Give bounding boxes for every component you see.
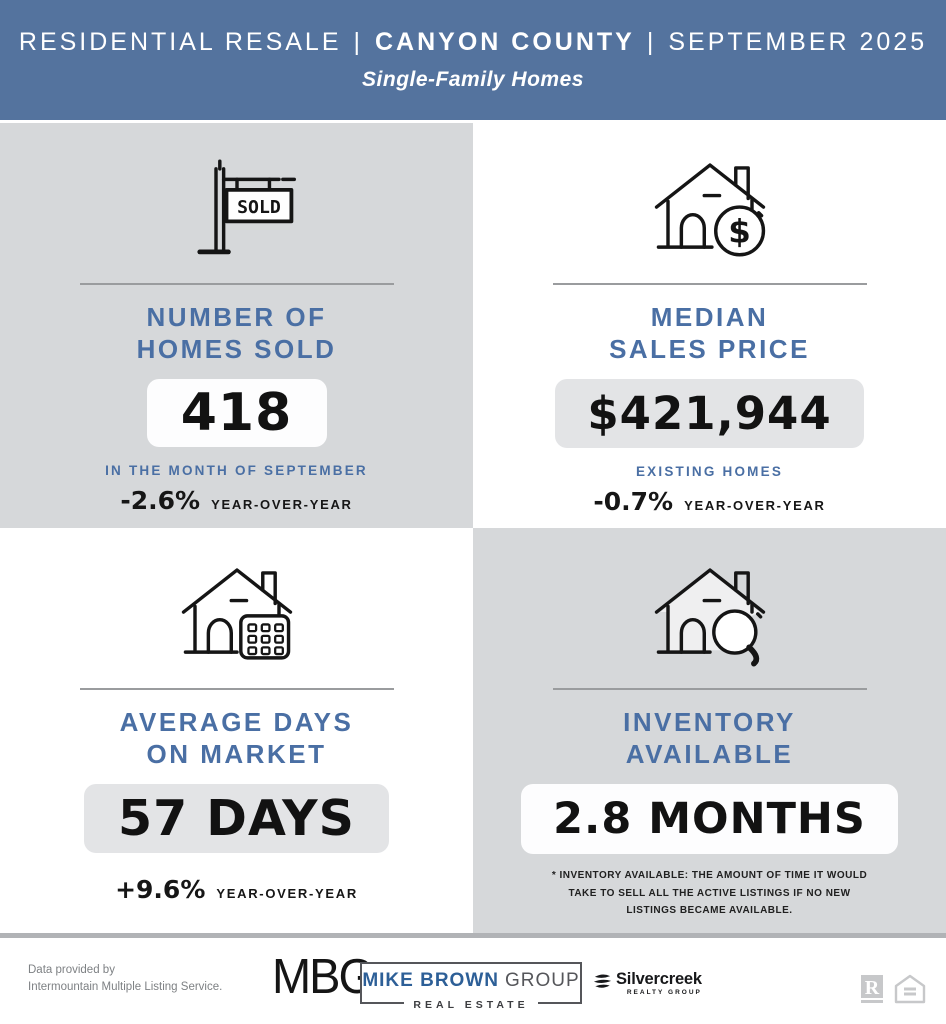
brand-name-primary: MIKE BROWN	[362, 970, 499, 991]
house-calendar-icon	[174, 554, 300, 672]
yoy-label: YEAR-OVER-YEAR	[211, 497, 353, 513]
stat-value: 418	[180, 383, 293, 444]
brand-name-secondary: GROUP	[504, 970, 580, 991]
title-segment-report: RESIDENTIAL RESALE	[18, 28, 342, 56]
footer: Data provided by Intermountain Multiple …	[0, 938, 946, 1024]
card-title-line1: NUMBER OF	[146, 302, 327, 332]
header-divider	[0, 120, 946, 123]
stat-value-box: 2.8 MONTHS	[521, 784, 898, 855]
globe-icon	[592, 971, 613, 997]
yoy-label: YEAR-OVER-YEAR	[684, 498, 826, 514]
silvercreek-text: Silvercreek REALTY GROUP	[616, 971, 702, 996]
card-title: NUMBER OF HOMES SOLD	[137, 302, 337, 365]
brand-name: MIKE BROWN GROUP	[362, 970, 580, 992]
sold-sign-icon: SOLD	[174, 149, 300, 267]
card-title: AVERAGE DAYS ON MARKET	[120, 707, 354, 770]
realtor-letter: R	[865, 977, 880, 999]
data-attribution-line2: Intermountain Multiple Listing Service.	[28, 981, 223, 994]
realtor-icon: R	[860, 974, 884, 1009]
card-title-line1: INVENTORY	[623, 707, 796, 737]
stat-subtitle: IN THE MONTH OF SEPTEMBER	[105, 463, 368, 479]
title-pipe: |	[353, 28, 363, 56]
silvercreek-subtitle: REALTY GROUP	[626, 988, 702, 996]
card-divider	[552, 688, 867, 690]
sold-sign-text: SOLD	[237, 197, 281, 218]
dollar-sign-text: $	[728, 212, 751, 250]
page-title: RESIDENTIAL RESALE | CANYON COUNTY | SEPTEMB…	[19, 28, 927, 57]
card-title-line1: AVERAGE DAYS	[119, 707, 354, 737]
card-title: INVENTORY AVAILABLE	[623, 707, 796, 770]
brand-tagline-row: REAL ESTATE	[362, 999, 580, 1011]
yoy-value: +9.6%	[115, 875, 206, 905]
stat-value-box: 418	[146, 379, 327, 448]
stat-subtitle: EXISTING HOMES	[635, 464, 784, 480]
card-title-line2: SALES PRICE	[609, 333, 810, 364]
house-dollar-icon: $	[647, 149, 773, 267]
yoy-row: -0.7% YEAR-OVER-YEAR	[593, 487, 825, 516]
silvercreek-name: Silvercreek	[616, 970, 702, 988]
disclaimer-line: LISTINGS BECAME AVAILABLE.	[626, 905, 793, 917]
title-segment-county: CANYON COUNTY	[375, 28, 635, 56]
page-subtitle: Single-Family Homes	[362, 68, 584, 91]
yoy-row: +9.6% YEAR-OVER-YEAR	[115, 875, 358, 904]
disclaimer-line: * INVENTORY AVAILABLE: THE AMOUNT OF TIM…	[551, 870, 868, 882]
title-pipe: |	[646, 28, 657, 56]
homes-sold-card: SOLD NUMBER OF HOMES SOLD 418 IN THE MON…	[0, 123, 473, 528]
yoy-value: -2.6%	[120, 486, 201, 516]
stat-value: $421,944	[587, 387, 832, 441]
stat-value: 2.8 MONTHS	[553, 794, 866, 845]
footer-divider	[0, 933, 946, 938]
header-banner: RESIDENTIAL RESALE | CANYON COUNTY | SEPTEMB…	[0, 0, 946, 120]
yoy-label: YEAR-OVER-YEAR	[216, 886, 358, 902]
inventory-disclaimer: * INVENTORY AVAILABLE: THE AMOUNT OF TIM…	[552, 867, 867, 920]
card-divider	[79, 283, 394, 285]
data-attribution: Data provided by Intermountain Multiple …	[28, 962, 222, 997]
card-divider	[79, 688, 394, 690]
yoy-row: -2.6% YEAR-OVER-YEAR	[120, 486, 352, 515]
card-title: MEDIAN SALES PRICE	[609, 302, 810, 365]
equal-housing-icon	[894, 974, 926, 1009]
stat-value: 57 DAYS	[118, 790, 355, 848]
days-on-market-card: AVERAGE DAYS ON MARKET 57 DAYS +9.6% YEA…	[0, 528, 473, 933]
card-title-line2: ON MARKET	[146, 738, 327, 769]
disclaimer-line: TAKE TO SELL ALL THE ACTIVE LISTINGS IF …	[568, 887, 851, 899]
inventory-card: INVENTORY AVAILABLE 2.8 MONTHS * INVENTO…	[473, 528, 946, 933]
brand-tagline: REAL ESTATE	[404, 999, 538, 1011]
certification-icons: R	[860, 974, 926, 1009]
mike-brown-group-logo: MIKE BROWN GROUP REAL ESTATE	[360, 962, 582, 1011]
stats-grid: SOLD NUMBER OF HOMES SOLD 418 IN THE MON…	[0, 123, 946, 933]
mbg-logo: MBG	[272, 947, 375, 1004]
stat-value-box: $421,944	[555, 379, 864, 449]
card-title-line2: HOMES SOLD	[136, 333, 337, 364]
title-segment-month: SEPTEMBER 2025	[668, 28, 928, 56]
card-title-line1: MEDIAN	[650, 302, 769, 332]
median-price-card: $ MEDIAN SALES PRICE $421,944 EXISTING H…	[473, 123, 946, 528]
stat-value-box: 57 DAYS	[84, 784, 389, 854]
card-divider	[552, 283, 867, 285]
house-magnifier-icon	[647, 554, 773, 672]
silvercreek-logo: Silvercreek REALTY GROUP	[592, 971, 702, 997]
data-attribution-line1: Data provided by	[28, 964, 115, 976]
yoy-value: -0.7%	[593, 487, 674, 517]
card-title-line2: AVAILABLE	[625, 738, 794, 769]
